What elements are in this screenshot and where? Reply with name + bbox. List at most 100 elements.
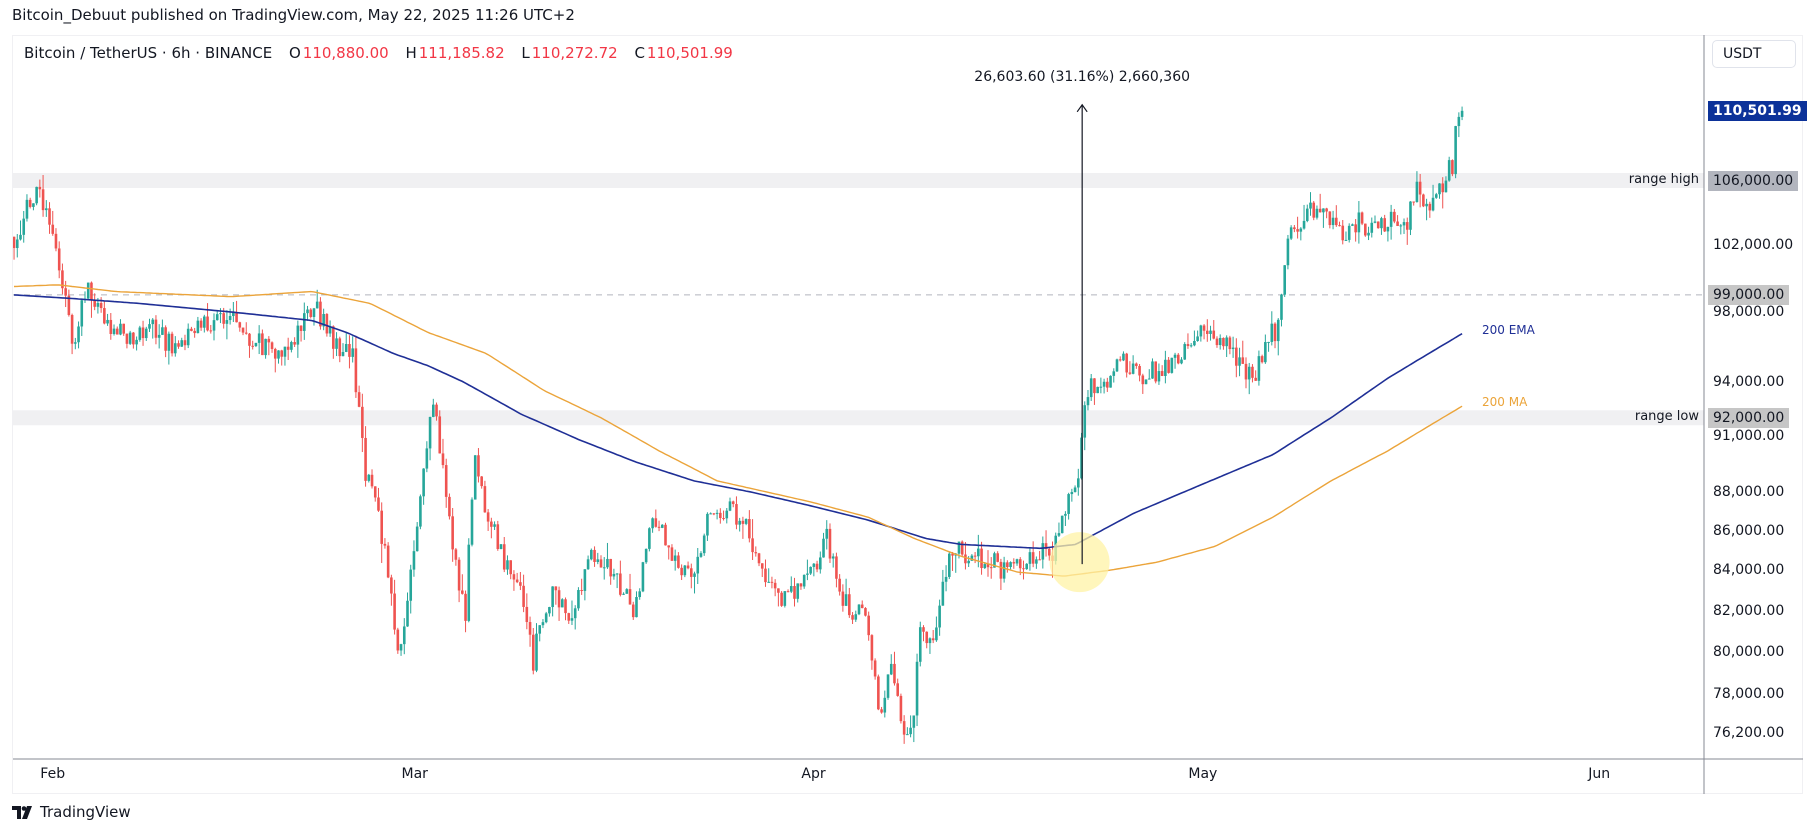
candle-up bbox=[1357, 201, 1361, 244]
candle-up bbox=[225, 310, 229, 340]
candle-body bbox=[496, 524, 500, 550]
candle-up bbox=[1322, 208, 1325, 228]
candle-body bbox=[128, 332, 132, 344]
candle-body bbox=[419, 496, 422, 527]
candle-body bbox=[312, 308, 316, 317]
candle-body bbox=[1064, 513, 1067, 516]
candle-body bbox=[196, 320, 200, 334]
candle-body bbox=[467, 544, 471, 621]
candle-body bbox=[174, 343, 177, 354]
candle-body bbox=[780, 592, 783, 606]
candle-body bbox=[883, 697, 887, 713]
candle-body bbox=[41, 189, 45, 211]
candle-body bbox=[612, 573, 616, 577]
measure-arrow bbox=[1076, 103, 1088, 565]
candle-body bbox=[461, 590, 464, 594]
candle-down bbox=[680, 564, 683, 581]
candle-body bbox=[309, 309, 313, 317]
candle-body bbox=[1289, 227, 1293, 239]
candle-body bbox=[651, 518, 654, 529]
time-tick: Feb bbox=[40, 766, 66, 782]
candle-up bbox=[428, 416, 432, 461]
candle-body bbox=[554, 586, 558, 591]
candle-up bbox=[1264, 334, 1267, 364]
candle-down bbox=[1412, 201, 1415, 206]
candle-down bbox=[57, 241, 61, 279]
ma-label: 200 MA bbox=[1482, 395, 1528, 410]
candle-body bbox=[770, 581, 774, 583]
candle-body bbox=[1222, 337, 1225, 347]
candle-body bbox=[67, 295, 71, 315]
candle-up bbox=[254, 342, 258, 348]
candle-up bbox=[538, 625, 542, 642]
candle-down bbox=[980, 541, 983, 575]
candle-body bbox=[293, 342, 296, 345]
candle-body bbox=[893, 663, 896, 684]
candle-body bbox=[1360, 212, 1364, 224]
candle-down bbox=[999, 558, 1003, 591]
candle-body bbox=[28, 199, 32, 207]
candle-body bbox=[986, 564, 990, 568]
open-value: 110,880.00 bbox=[302, 44, 389, 62]
time-tick: Apr bbox=[801, 766, 826, 782]
candle-down bbox=[657, 520, 661, 532]
candle-up bbox=[335, 332, 338, 357]
candle-body bbox=[1206, 330, 1209, 334]
chart-panel bbox=[12, 35, 1803, 794]
candle-down bbox=[1044, 530, 1048, 557]
candle-up bbox=[1276, 318, 1280, 356]
candle-down bbox=[1212, 320, 1216, 340]
candle-body bbox=[580, 590, 583, 592]
candle-body bbox=[980, 548, 983, 569]
candle-down bbox=[1206, 319, 1209, 342]
candle-up bbox=[802, 574, 806, 589]
candle-up bbox=[938, 599, 941, 636]
candle-body bbox=[444, 465, 448, 497]
candle-up bbox=[596, 552, 600, 565]
low-value: 110,272.72 bbox=[531, 44, 618, 62]
candle-body bbox=[757, 553, 761, 564]
candle-up bbox=[322, 308, 325, 331]
candle-up bbox=[1257, 350, 1261, 386]
candle-down bbox=[1135, 362, 1138, 369]
tradingview-brand[interactable]: TradingView bbox=[12, 803, 131, 821]
candle-body bbox=[1196, 336, 1199, 341]
candle-body bbox=[789, 586, 793, 592]
candle-body bbox=[1038, 559, 1041, 561]
candle-up bbox=[290, 340, 293, 353]
candle-body bbox=[831, 556, 835, 559]
candle-body bbox=[764, 568, 767, 583]
candle-down bbox=[319, 297, 322, 330]
candle-down bbox=[690, 563, 693, 589]
candle-body bbox=[528, 622, 532, 635]
candle-body bbox=[1286, 238, 1290, 266]
candle-body bbox=[541, 622, 545, 626]
currency-button[interactable]: USDT bbox=[1712, 40, 1796, 68]
candle-down bbox=[860, 600, 864, 609]
candle-body bbox=[751, 538, 754, 553]
candle-down bbox=[373, 486, 377, 502]
candle-down bbox=[241, 327, 245, 336]
candle-body bbox=[402, 626, 406, 645]
candle-up bbox=[1402, 218, 1406, 234]
candle-down bbox=[799, 583, 803, 590]
candle-body bbox=[335, 338, 338, 349]
candle-body bbox=[1438, 183, 1441, 195]
candle-down bbox=[1422, 193, 1425, 208]
candle-body bbox=[206, 316, 209, 331]
candle-body bbox=[709, 513, 712, 515]
candle-down bbox=[480, 476, 483, 489]
candle-body bbox=[77, 326, 80, 343]
candle-body bbox=[515, 579, 519, 583]
candle-up bbox=[767, 568, 770, 583]
candle-up bbox=[1286, 234, 1290, 270]
candle-body bbox=[48, 208, 51, 225]
candle-up bbox=[1409, 201, 1412, 236]
candle-down bbox=[199, 318, 203, 331]
candle-body bbox=[548, 607, 551, 614]
candle-body bbox=[973, 555, 977, 557]
candle-body bbox=[1138, 366, 1141, 376]
candle-down bbox=[48, 202, 51, 234]
candle-down bbox=[973, 551, 977, 564]
